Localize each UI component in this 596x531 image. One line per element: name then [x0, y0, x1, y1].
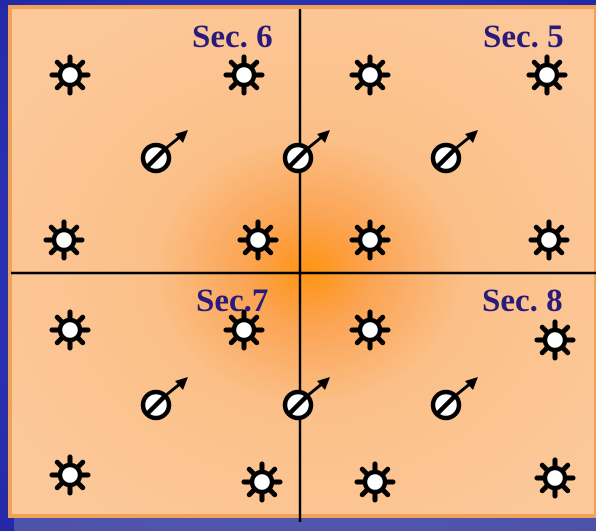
sun-star-icon [349, 309, 391, 351]
sun-star-icon [349, 219, 391, 261]
sun-star-icon [223, 54, 265, 96]
section-label-sec8: Sec. 8 [482, 283, 563, 319]
section-label-sec5: Sec. 5 [483, 19, 564, 55]
section-label-sec6: Sec. 6 [192, 19, 273, 55]
sun-star-icon [534, 319, 576, 361]
sun-star-icon [349, 54, 391, 96]
source-symbols [43, 54, 576, 503]
sector-panel [8, 5, 596, 518]
sun-star-icon [241, 461, 283, 503]
sun-star-icon [237, 219, 279, 261]
circle-arrow-icon [282, 377, 330, 421]
sun-star-icon [534, 457, 576, 499]
sun-star-icon [526, 54, 568, 96]
circle-arrow-icon [430, 130, 478, 174]
sun-star-icon [223, 309, 265, 351]
circle-arrow-icon [140, 130, 188, 174]
sun-star-icon [49, 54, 91, 96]
sun-star-icon [49, 309, 91, 351]
sun-star-icon [49, 454, 91, 496]
detector-symbols [140, 130, 478, 421]
sun-star-icon [354, 461, 396, 503]
section-label-sec7: Sec.7 [196, 283, 268, 319]
circle-arrow-icon [430, 377, 478, 421]
sun-star-icon [43, 219, 85, 261]
circle-arrow-icon [282, 130, 330, 174]
circle-arrow-icon [140, 377, 188, 421]
sun-star-icon [528, 219, 570, 261]
